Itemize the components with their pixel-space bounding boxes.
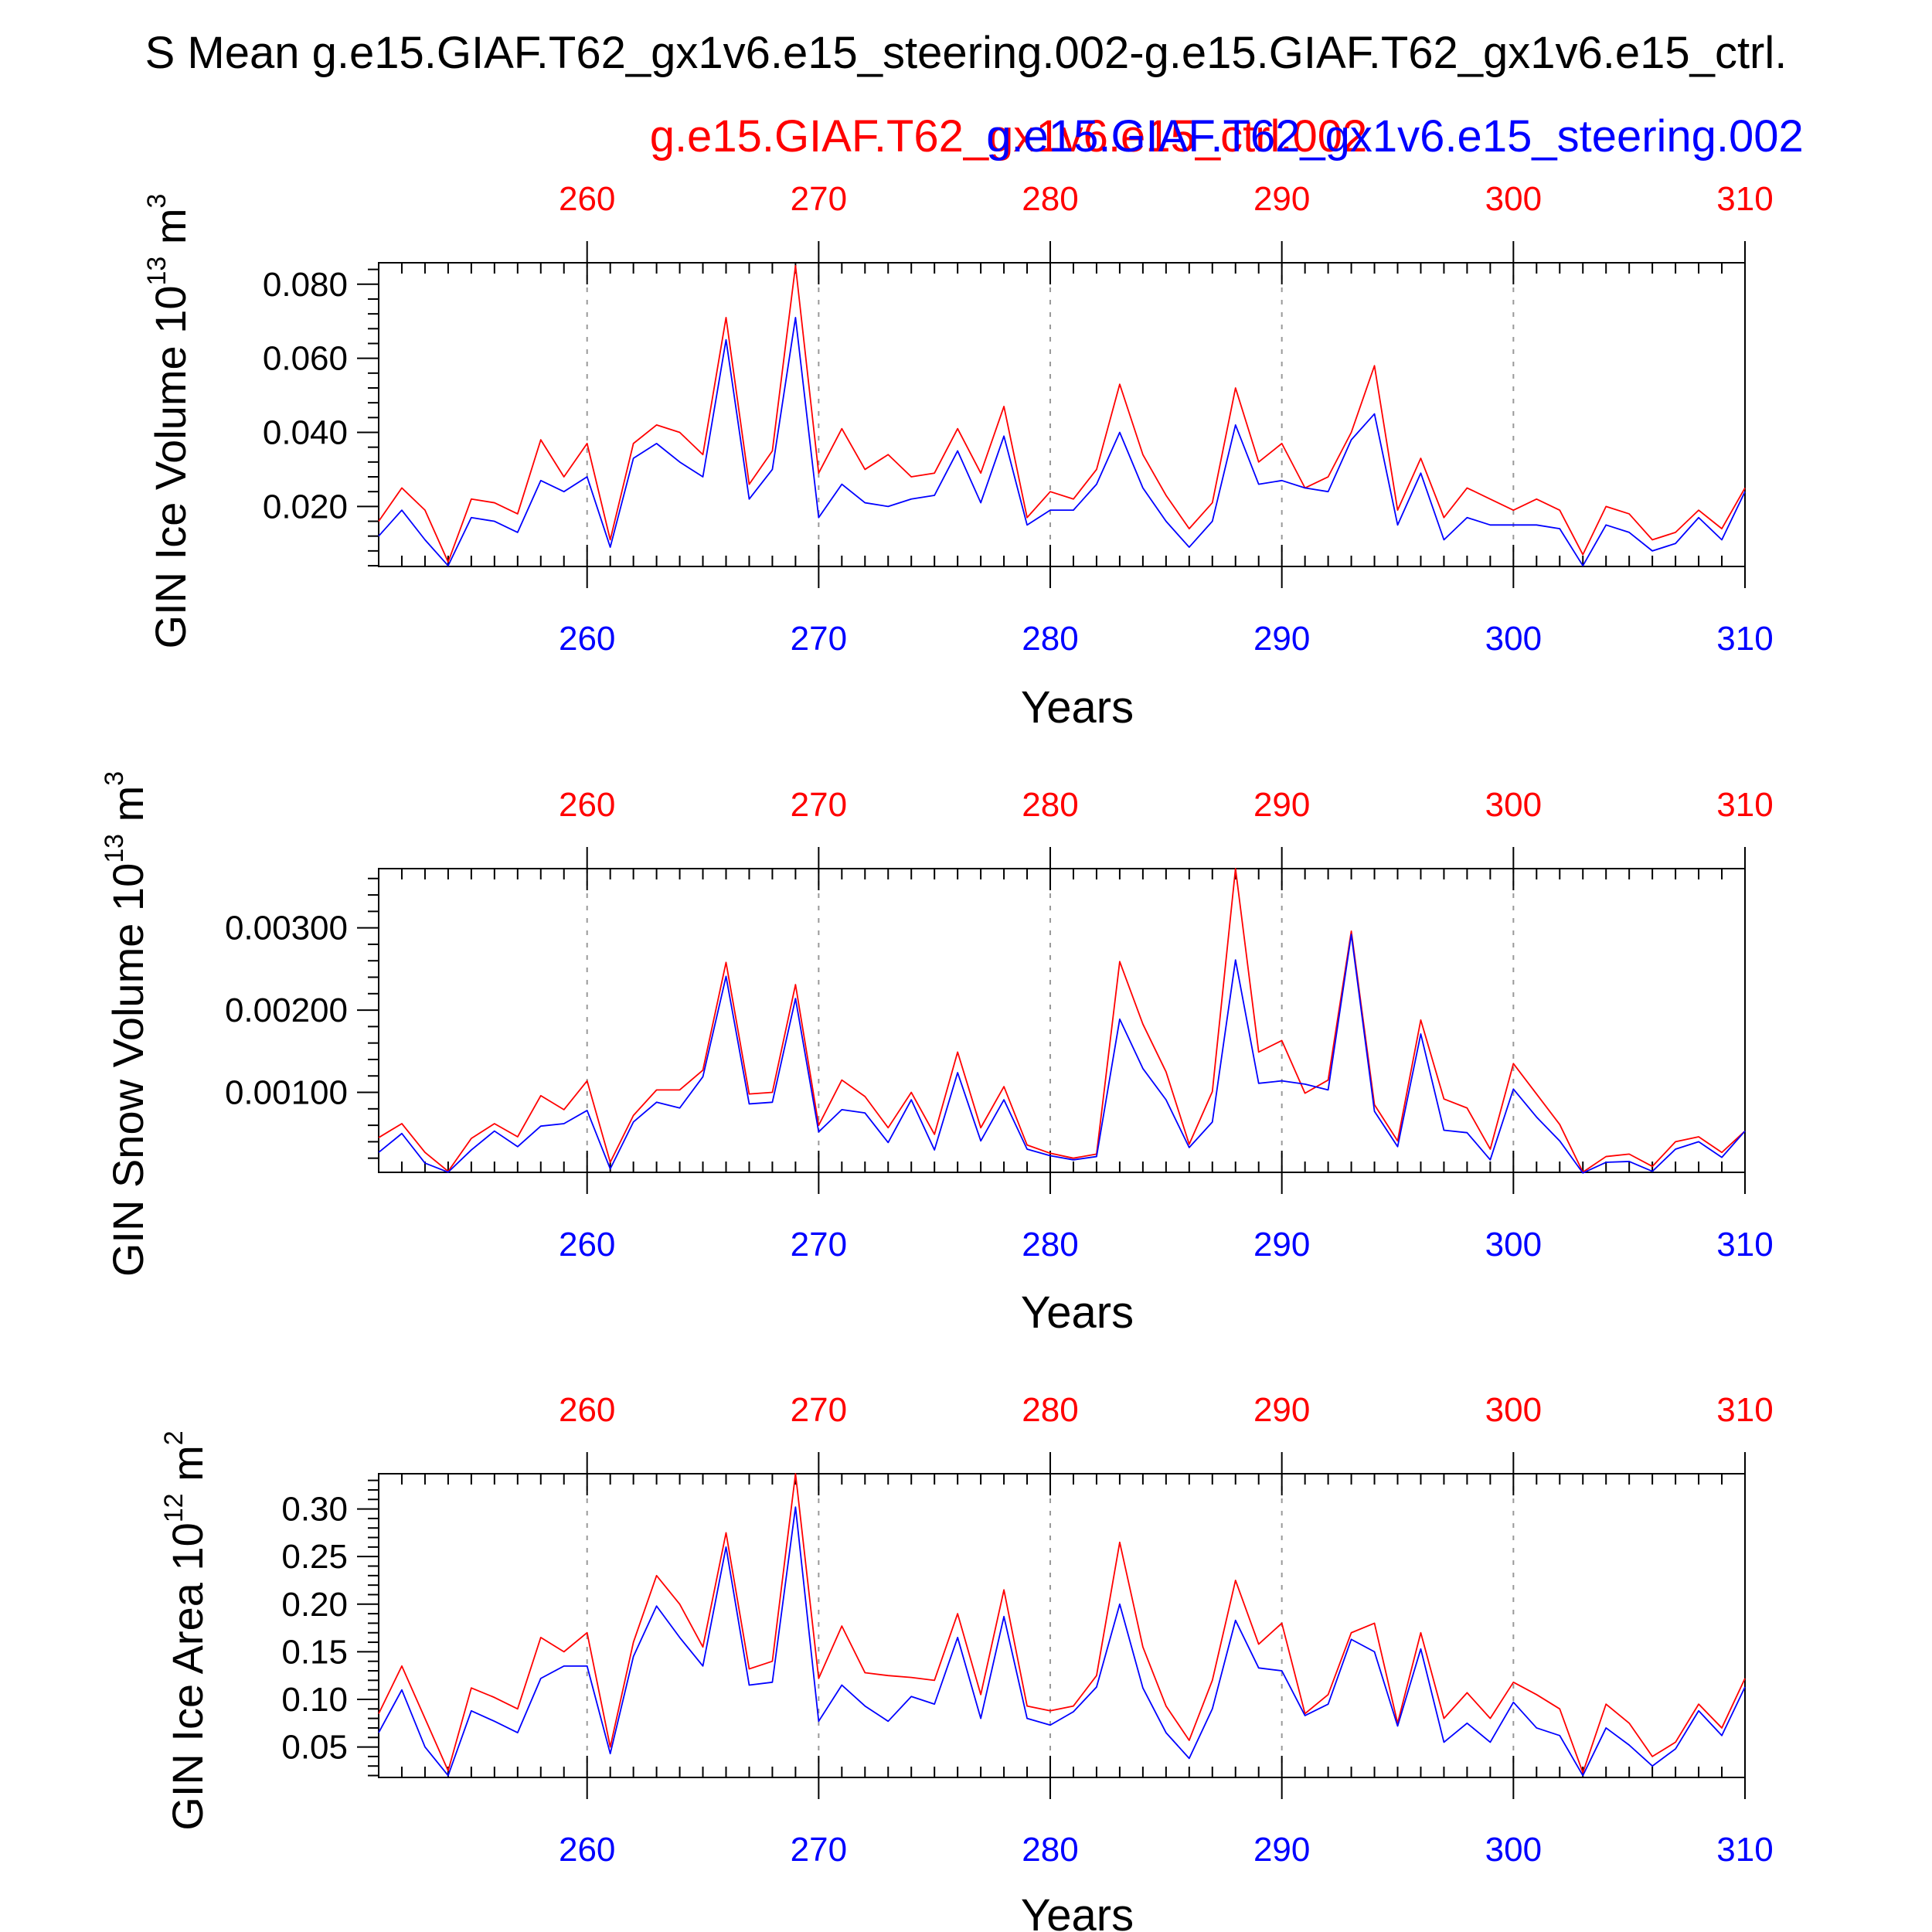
plot-frame: [378, 1473, 1746, 1778]
series-line-steering: [378, 317, 1746, 566]
series-line-steering: [378, 934, 1746, 1174]
legend-ctrl-label: g.e15.GIAF.T62_gx1v6.e15_ctrl.002: [650, 111, 1368, 162]
x-tick-label-bottom: 290: [1253, 1831, 1310, 1869]
x-tick-label-top: 270: [791, 786, 847, 824]
x-tick-label-top: 310: [1716, 1391, 1773, 1429]
y-axis-title: GIN Ice Volume 1013 m3: [142, 194, 195, 649]
x-tick-label-bottom: 280: [1022, 1226, 1078, 1264]
y-tick-label: 0.00300: [225, 910, 348, 947]
x-tick-label-bottom: 270: [791, 1831, 847, 1869]
x-tick-label-bottom: 280: [1022, 620, 1078, 658]
y-tick-label: 0.15: [281, 1633, 348, 1671]
x-tick-label-bottom: 270: [791, 1226, 847, 1264]
y-axis-title-unit-exp: 3: [100, 771, 129, 786]
x-tick-label-top: 300: [1485, 180, 1542, 218]
y-axis-title-exp: 13: [142, 257, 172, 286]
y-axis-title-unit-exp: 3: [142, 194, 172, 209]
y-tick-label: 0.30: [281, 1491, 348, 1529]
y-axis-title-exp: 13: [100, 834, 129, 863]
y-tick-label: 0.040: [263, 414, 348, 452]
y-tick-label: 0.05: [281, 1729, 348, 1767]
y-axis-title-unit: m: [163, 1445, 212, 1493]
x-tick-label-bottom: 300: [1485, 1831, 1542, 1869]
x-tick-label-top: 260: [559, 786, 615, 824]
x-axis-title: Years: [1021, 1287, 1134, 1338]
y-tick-label: 0.20: [281, 1586, 348, 1624]
x-tick-label-top: 290: [1253, 786, 1310, 824]
y-axis-title-unit: m: [146, 208, 195, 256]
y-tick-label: 0.060: [263, 340, 348, 378]
legend-2: g.e15.GIAF.T62_gx1v6.e15_steering.002: [986, 111, 1804, 162]
x-axis-title: Years: [1021, 1890, 1134, 1932]
x-tick-label-bottom: 310: [1716, 1831, 1773, 1869]
x-tick-label-top: 280: [1022, 1391, 1078, 1429]
y-tick-label: 0.25: [281, 1538, 348, 1576]
y-axis-title: GIN Snow Volume 1013 m3: [100, 771, 152, 1277]
x-tick-label-top: 270: [791, 1391, 847, 1429]
y-axis-title-unit: m: [104, 786, 152, 834]
x-tick-label-top: 260: [559, 1391, 615, 1429]
x-tick-label-top: 300: [1485, 1391, 1542, 1429]
x-tick-label-bottom: 260: [559, 1226, 615, 1264]
y-axis-title-exp: 12: [159, 1493, 189, 1522]
x-tick-label-bottom: 260: [559, 620, 615, 658]
x-tick-label-top: 310: [1716, 786, 1773, 824]
y-tick-label: 0.00100: [225, 1074, 348, 1112]
x-axis-title: Years: [1021, 682, 1134, 733]
x-tick-label-bottom: 290: [1253, 620, 1310, 658]
x-tick-label-bottom: 280: [1022, 1831, 1078, 1869]
x-tick-label-bottom: 270: [791, 620, 847, 658]
legend-steering-label: g.e15.GIAF.T62_gx1v6.e15_steering.002: [986, 111, 1804, 162]
series-line-ctrl: [378, 868, 1746, 1173]
y-axis-title-unit-exp: 2: [159, 1430, 189, 1445]
plot-frame: [378, 262, 1746, 567]
series-line-ctrl: [378, 1473, 1746, 1774]
x-tick-label-top: 310: [1716, 180, 1773, 218]
x-tick-label-bottom: 290: [1253, 1226, 1310, 1264]
y-tick-label: 0.020: [263, 488, 348, 526]
x-tick-label-top: 260: [559, 180, 615, 218]
y-axis-title-text: GIN Ice Volume 10: [146, 285, 195, 648]
y-axis-title: GIN Ice Area 1012 m2: [159, 1430, 212, 1830]
series-line-steering: [378, 1506, 1746, 1777]
y-tick-label: 0.00200: [225, 992, 348, 1029]
x-tick-label-top: 290: [1253, 180, 1310, 218]
x-tick-label-top: 270: [791, 180, 847, 218]
x-tick-label-top: 300: [1485, 786, 1542, 824]
chart-panels: 260 260 270 270 280 280 290 290 300 300 310 310 0.02…: [100, 180, 1774, 1932]
x-tick-label-top: 290: [1253, 1391, 1310, 1429]
plot-frame: [378, 868, 1746, 1173]
y-tick-label: 0.10: [281, 1681, 348, 1719]
chart-panel-1: 260 260 270 270 280 280 290 290 300 300 310 310 0.02…: [142, 180, 1774, 733]
x-tick-label-bottom: 300: [1485, 1226, 1542, 1264]
x-tick-label-bottom: 310: [1716, 1226, 1773, 1264]
x-tick-label-top: 280: [1022, 180, 1078, 218]
x-tick-label-bottom: 260: [559, 1831, 615, 1869]
y-axis-title-text: GIN Snow Volume 10: [104, 863, 152, 1277]
x-tick-label-bottom: 310: [1716, 620, 1773, 658]
legend: g.e15.GIAF.T62_gx1v6.e15_ctrl.002: [650, 111, 1368, 162]
y-axis-title-text: GIN Ice Area 10: [163, 1522, 212, 1830]
chart-panel-2: 260 260 270 270 280 280 290 290 300 300 310 310 0.00…: [100, 771, 1774, 1338]
y-tick-label: 0.080: [263, 266, 348, 304]
figure-title: S Mean g.e15.GIAF.T62_gx1v6.e15_steering…: [145, 28, 1787, 78]
x-tick-label-top: 280: [1022, 786, 1078, 824]
chart-panel-3: 260 260 270 270 280 280 290 290 300 300 310 310 0.05…: [159, 1391, 1774, 1932]
x-tick-label-bottom: 300: [1485, 620, 1542, 658]
series-line-ctrl: [378, 264, 1746, 563]
